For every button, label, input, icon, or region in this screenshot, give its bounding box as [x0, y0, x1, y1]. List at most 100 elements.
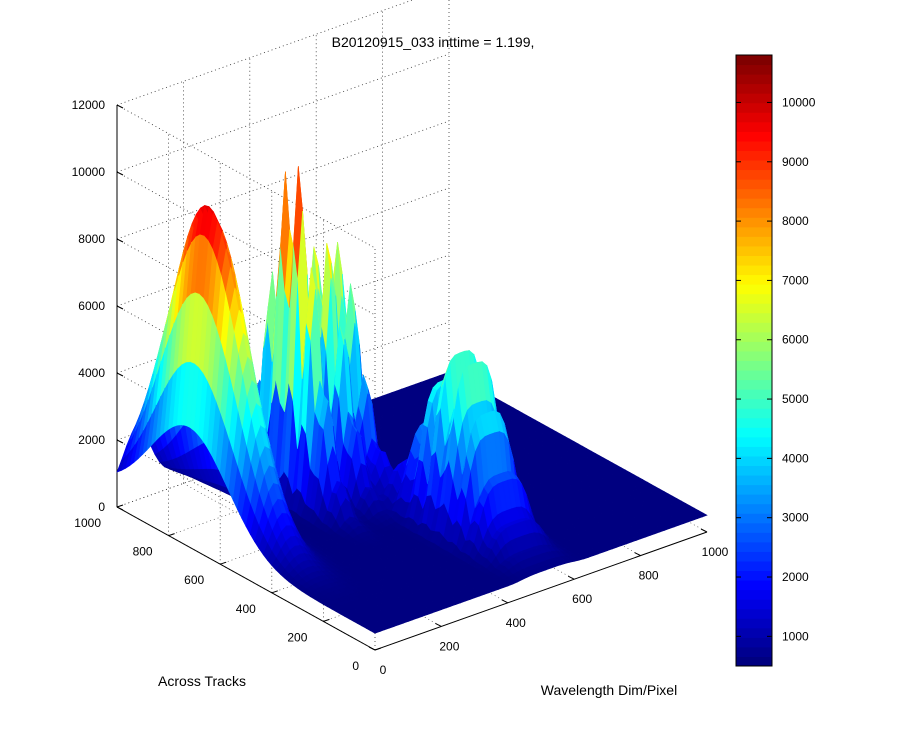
colorbar-band [736, 93, 772, 104]
colorbar-band [736, 417, 772, 428]
x-tick-label: 800 [639, 569, 659, 583]
x-tick-label: 0 [380, 663, 387, 677]
colorbar-band [736, 245, 772, 256]
colorbar-band [736, 226, 772, 237]
colorbar-band [736, 551, 772, 562]
x-tick-label: 200 [439, 639, 459, 653]
colorbar-band [736, 102, 772, 113]
colorbar-band [736, 475, 772, 486]
z-tick [116, 104, 124, 109]
x-tick [634, 552, 641, 557]
colorbar-band [736, 646, 772, 657]
colorbar-band [736, 274, 772, 285]
x-tick-label: 600 [572, 592, 592, 606]
colorbar-band [736, 570, 772, 581]
colorbar-band [736, 188, 772, 199]
z-tick-label: 6000 [78, 299, 105, 313]
colorbar-band [736, 83, 772, 94]
colorbar-band [736, 408, 772, 419]
colorbar-tick-label: 7000 [782, 273, 809, 287]
colorbar-tick-label: 1000 [782, 629, 809, 643]
x-tick [700, 528, 708, 533]
z-tick [116, 372, 124, 377]
colorbar-band [736, 446, 772, 457]
colorbar-band [736, 131, 772, 142]
x-tick [435, 622, 442, 627]
colorbar-band [736, 217, 772, 228]
colorbar-band [736, 465, 772, 476]
colorbar-band [736, 236, 772, 247]
y-tick [220, 561, 227, 565]
colorbar-band [736, 350, 772, 361]
colorbar-band [736, 580, 772, 591]
y-tick-label: 0 [352, 659, 359, 673]
colorbar-band [736, 513, 772, 524]
colorbar-band [736, 293, 772, 304]
colorbar-band [736, 74, 772, 85]
colorbar-band [736, 656, 772, 667]
colorbar-tick-label: 2000 [782, 570, 809, 584]
y-tick [271, 590, 278, 594]
colorbar-tick-label: 5000 [782, 392, 809, 406]
colorbar-band [736, 455, 772, 467]
y-tick-label: 200 [287, 630, 307, 644]
z-tick-label: 12000 [72, 98, 106, 112]
colorbar-band [736, 331, 772, 342]
colorbar-band [736, 265, 772, 276]
colorbar-band [736, 494, 772, 505]
y-tick [374, 647, 382, 651]
z-tick-label: 4000 [78, 366, 105, 380]
colorbar-band [736, 322, 772, 333]
colorbar-band [736, 341, 772, 352]
colorbar-band [736, 618, 772, 629]
colorbar-band [736, 427, 772, 438]
colorbar: 1000 2000 3000 4000 5000 6000 7000 8000 9000 1000… [735, 54, 816, 667]
colorbar-band [736, 112, 772, 123]
colorbar-tick-label: 8000 [782, 214, 809, 228]
grid-line [116, 0, 414, 106]
colorbar-band [736, 398, 772, 409]
colorbar-tick-label: 4000 [782, 451, 809, 465]
colorbar-band [736, 599, 772, 610]
colorbar-band [736, 503, 772, 514]
y-axis-line [116, 506, 376, 651]
colorbar-band [736, 541, 772, 552]
colorbar-band [736, 140, 772, 151]
z-tick [116, 171, 124, 176]
z-tick-label: 0 [98, 500, 105, 514]
colorbar-band [736, 360, 772, 371]
y-tick [168, 533, 175, 537]
colorbar-band [736, 312, 772, 323]
x-tick [501, 599, 509, 604]
x-axis-line [374, 531, 708, 651]
colorbar-band [736, 436, 772, 447]
colorbar-band [736, 589, 772, 600]
z-tick-label: 10000 [72, 165, 106, 179]
colorbar-band [736, 389, 772, 400]
colorbar-band [736, 255, 772, 266]
x-tick [368, 646, 376, 651]
colorbar-tick-label: 3000 [782, 511, 809, 525]
colorbar-band [736, 560, 772, 572]
colorbar-band [736, 284, 772, 295]
surface-plot [116, 166, 708, 634]
y-tick-label: 800 [133, 545, 153, 559]
colorbar-tick-label: 6000 [782, 333, 809, 347]
colorbar-band [736, 121, 772, 132]
z-tick-label: 8000 [78, 232, 105, 246]
surface-patch [697, 512, 708, 518]
y-tick [323, 618, 330, 622]
colorbar-tick-label: 9000 [782, 155, 809, 169]
colorbar-band [736, 532, 772, 543]
z-tick [116, 439, 124, 444]
colorbar-band [736, 55, 772, 66]
z-tick-label: 2000 [78, 433, 105, 447]
x-axis-label: Wavelength Dim/Pixel [541, 682, 677, 698]
colorbar-band [736, 169, 772, 180]
colorbar-band [736, 179, 772, 190]
y-axis-label: Across Tracks [158, 673, 246, 689]
colorbar-band [736, 608, 772, 619]
grid-line [116, 120, 450, 240]
chart-title: B20120915_033 inttime = 1.199, [332, 34, 535, 50]
